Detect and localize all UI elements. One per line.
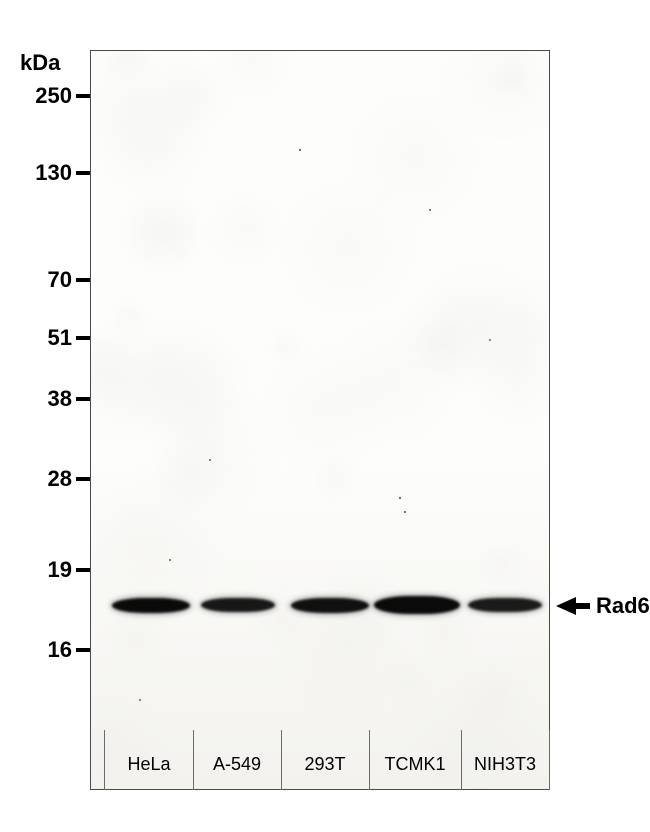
- mw-label: 250: [35, 83, 72, 109]
- speck: [404, 511, 406, 513]
- speck: [209, 459, 211, 461]
- protein-band: [291, 598, 369, 613]
- mw-tick: [76, 171, 90, 175]
- mw-tick: [76, 568, 90, 572]
- membrane-background: [90, 50, 550, 790]
- western-blot-figure: kDa 250 130 70 51 38 28 19 16 HeLaA-549293TTCMK…: [0, 0, 650, 832]
- lane-label: 293T: [281, 754, 369, 775]
- mw-tick: [76, 477, 90, 481]
- mw-label: 16: [48, 637, 72, 663]
- lane-label: NIH3T3: [461, 754, 549, 775]
- mw-tick: [76, 336, 90, 340]
- target-name: Rad6: [596, 593, 650, 619]
- speck: [169, 559, 171, 561]
- protein-band: [374, 596, 460, 614]
- arrow-shaft: [576, 603, 590, 609]
- mw-label: 70: [48, 267, 72, 293]
- arrow-left-icon: [556, 597, 576, 615]
- lane-label: HeLa: [105, 754, 193, 775]
- lane-label: TCMK1: [369, 754, 461, 775]
- mw-tick: [76, 94, 90, 98]
- mw-tick: [76, 397, 90, 401]
- blot-area: [90, 50, 550, 790]
- lane-label: A-549: [193, 754, 281, 775]
- mw-label: 130: [35, 160, 72, 186]
- mw-label: 19: [48, 557, 72, 583]
- mw-tick: [76, 278, 90, 282]
- mw-label: 38: [48, 386, 72, 412]
- protein-band: [468, 598, 542, 612]
- target-label: Rad6: [556, 593, 650, 619]
- speck: [429, 209, 431, 211]
- mw-label: 28: [48, 466, 72, 492]
- mw-label: 51: [48, 325, 72, 351]
- axis-unit-label: kDa: [20, 50, 80, 76]
- speck: [139, 699, 141, 701]
- protein-band: [201, 598, 275, 612]
- speck: [489, 339, 491, 341]
- protein-band: [112, 598, 190, 613]
- lane-separator: [549, 730, 550, 790]
- mw-tick: [76, 648, 90, 652]
